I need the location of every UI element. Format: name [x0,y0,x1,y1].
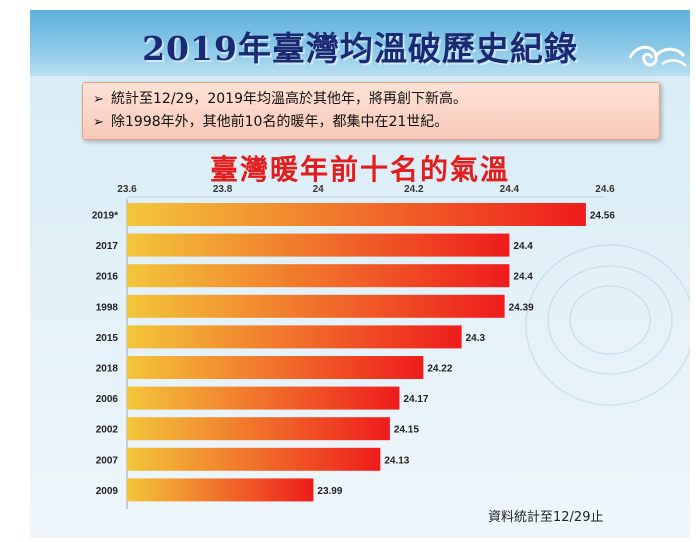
data-label: 24.15 [394,425,419,436]
bar [127,264,510,288]
bar [127,478,314,502]
x-tick-label: 24.2 [404,184,424,195]
note-text-2: 除1998年外，其他前10名的暖年，都集中在21世紀。 [111,114,449,130]
note-text-1: 統計至12/29，2019年均溫高於其他年，將再創下新高。 [111,91,467,107]
category-label: 2015 [96,333,119,344]
data-label: 24.22 [427,364,452,375]
background-contour [500,230,690,494]
category-label: 2017 [96,241,119,252]
data-label: 24.3 [466,333,486,344]
x-tick-label: 23.6 [117,184,137,195]
bar [127,356,424,379]
category-label: 2007 [96,455,119,466]
category-label: 2016 [96,272,119,283]
bar [127,203,586,226]
note-line-2: ➢ 除1998年外，其他前10名的暖年，都集中在21世紀。 [93,111,649,134]
bullet-arrow-icon: ➢ [93,92,104,107]
bar [127,447,381,471]
x-tick-label: 24.4 [500,184,520,195]
notes-box: ➢ 統計至12/29，2019年均溫高於其他年，將再創下新高。 ➢ 除1998年外，… [82,82,660,140]
bar [127,386,400,410]
cloud-swirl-icon [626,36,690,80]
page-title: 2019年臺灣均溫破歷史紀錄 [142,29,578,68]
category-label: 2018 [96,364,119,375]
category-label: 2006 [96,394,119,405]
category-label: 2019* [92,211,118,222]
category-label: 1998 [96,302,119,313]
data-label: 24.4 [513,272,533,283]
bar [127,417,390,441]
data-label: 24.39 [509,302,534,313]
bar [127,233,510,257]
data-label: 24.17 [403,394,428,405]
bar [127,325,462,349]
title-banner [30,10,690,76]
category-label: 2002 [96,425,119,436]
x-tick-label: 24 [313,184,325,195]
x-tick-label: 23.8 [213,184,233,195]
footnote: 資料統計至12/29止 [488,510,604,525]
category-label: 2009 [96,486,119,497]
bar [127,294,505,318]
bullet-arrow-icon: ➢ [93,115,104,130]
data-label: 24.13 [384,455,409,466]
chart-title: 臺灣暖年前十名的氣溫 [209,153,510,186]
x-tick-label: 24.6 [595,184,615,195]
note-line-1: ➢ 統計至12/29，2019年均溫高於其他年，將再創下新高。 [93,88,649,111]
data-label: 23.99 [317,486,342,497]
data-label: 24.4 [513,241,533,252]
data-label: 24.56 [590,211,615,222]
